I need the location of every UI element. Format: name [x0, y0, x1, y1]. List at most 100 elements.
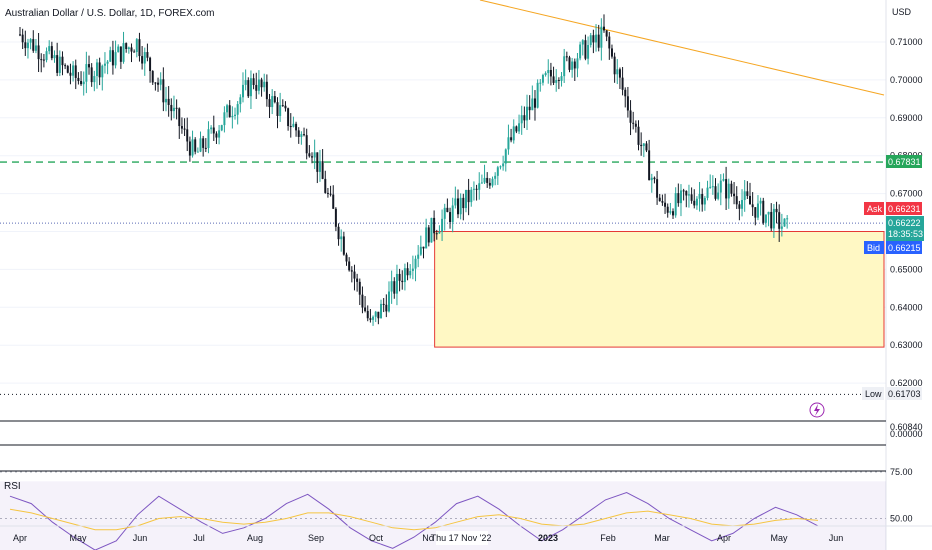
candle-body: [664, 202, 667, 207]
candle-body: [77, 77, 80, 82]
candle-body: [218, 130, 221, 138]
last-price-value: 0.66222: [888, 218, 921, 228]
candle-body: [42, 59, 45, 61]
candle-body: [98, 62, 101, 78]
candle-body: [709, 186, 712, 188]
candle-body: [629, 110, 632, 123]
candle-body: [393, 281, 396, 294]
price-tick-label: 0.70000: [890, 75, 923, 85]
candle-body: [462, 197, 465, 209]
trendline[interactable]: [479, 0, 885, 96]
candle-body: [295, 123, 298, 131]
candle-body: [725, 179, 728, 199]
candle-body: [178, 108, 181, 127]
candle-body: [241, 84, 244, 98]
time-tick-label: No: [422, 533, 434, 543]
candle-body: [382, 303, 385, 305]
candle-body: [746, 191, 749, 196]
candle-body: [719, 180, 722, 193]
candle-body: [119, 46, 122, 62]
candle-body: [303, 134, 306, 136]
candle-body: [433, 217, 436, 234]
candle-body: [305, 135, 308, 154]
candle-body: [374, 311, 377, 317]
candle-body: [234, 114, 237, 116]
candle-body: [488, 182, 491, 186]
candle-body: [135, 39, 138, 52]
rsi-label: RSI: [4, 481, 21, 492]
candle-body: [539, 82, 542, 84]
candle-body: [475, 188, 478, 190]
candle-body: [226, 105, 229, 113]
candle-body: [244, 80, 247, 85]
demand-zone[interactable]: [434, 231, 885, 348]
candle-body: [80, 81, 83, 85]
candle-body: [157, 82, 160, 85]
candle-body: [387, 291, 390, 312]
candle-body: [549, 69, 552, 77]
candle-body: [756, 203, 759, 218]
candle-body: [196, 151, 199, 153]
candle-body: [37, 45, 40, 60]
candle-body: [231, 115, 234, 118]
candle-body: [236, 104, 239, 115]
candle-body: [146, 52, 149, 58]
candle-body: [342, 236, 345, 255]
candle-body: [738, 204, 741, 209]
candle-body: [109, 50, 112, 62]
time-tick-label: Jun: [829, 533, 844, 543]
candle-body: [361, 294, 364, 308]
candle-body: [183, 128, 186, 130]
main-price-pane[interactable]: 0.710000.700000.690000.680000.670000.660…: [0, 0, 923, 432]
candle-body: [50, 46, 53, 59]
candle-body: [61, 56, 64, 66]
candle-body: [605, 30, 608, 37]
candle-body: [223, 112, 226, 126]
candle-body: [783, 218, 786, 227]
candle-body: [332, 194, 335, 209]
candle-body: [536, 82, 539, 108]
candle-body: [265, 81, 268, 100]
candle-body: [480, 182, 483, 184]
candle-body: [292, 123, 295, 127]
time-tick-label: Apr: [13, 533, 27, 543]
candle-body: [552, 76, 555, 83]
candle-body: [502, 163, 505, 167]
chart-title: Australian Dollar / U.S. Dollar, 1D, FOR…: [5, 8, 215, 19]
candle-body: [470, 189, 473, 203]
lightning-icon[interactable]: [809, 402, 825, 418]
candle-body: [632, 122, 635, 124]
candle-body: [122, 43, 125, 62]
candle-body: [170, 104, 173, 112]
candle-body: [648, 150, 651, 181]
candle-body: [751, 204, 754, 208]
candle-body: [24, 42, 27, 49]
ask-label: Ask: [867, 204, 883, 214]
candle-body: [589, 35, 592, 46]
candle-body: [69, 72, 72, 76]
candle-body: [510, 137, 513, 141]
candle-body: [573, 61, 576, 69]
candle-body: [186, 129, 189, 142]
candle-body: [749, 195, 751, 205]
low-value: 0.61703: [888, 389, 921, 399]
candle-body: [406, 268, 409, 276]
candle-body: [679, 190, 682, 204]
candle-body: [621, 77, 624, 90]
candle-body: [526, 106, 529, 121]
rsi-tick-label: 75.00: [890, 467, 913, 477]
candle-body: [767, 211, 770, 215]
candle-body: [188, 141, 191, 156]
candle-body: [666, 206, 669, 213]
candle-body: [608, 36, 611, 49]
candle-body: [53, 55, 56, 59]
ask-tag-bg: [864, 202, 884, 215]
candle-body: [133, 51, 136, 53]
candle-body: [249, 78, 252, 97]
candle-body: [640, 144, 643, 147]
time-tick-label: Apr: [717, 533, 731, 543]
price-tick-label: 0.65000: [890, 264, 923, 274]
time-tick-label: Thu 17 Nov '22: [431, 533, 492, 543]
